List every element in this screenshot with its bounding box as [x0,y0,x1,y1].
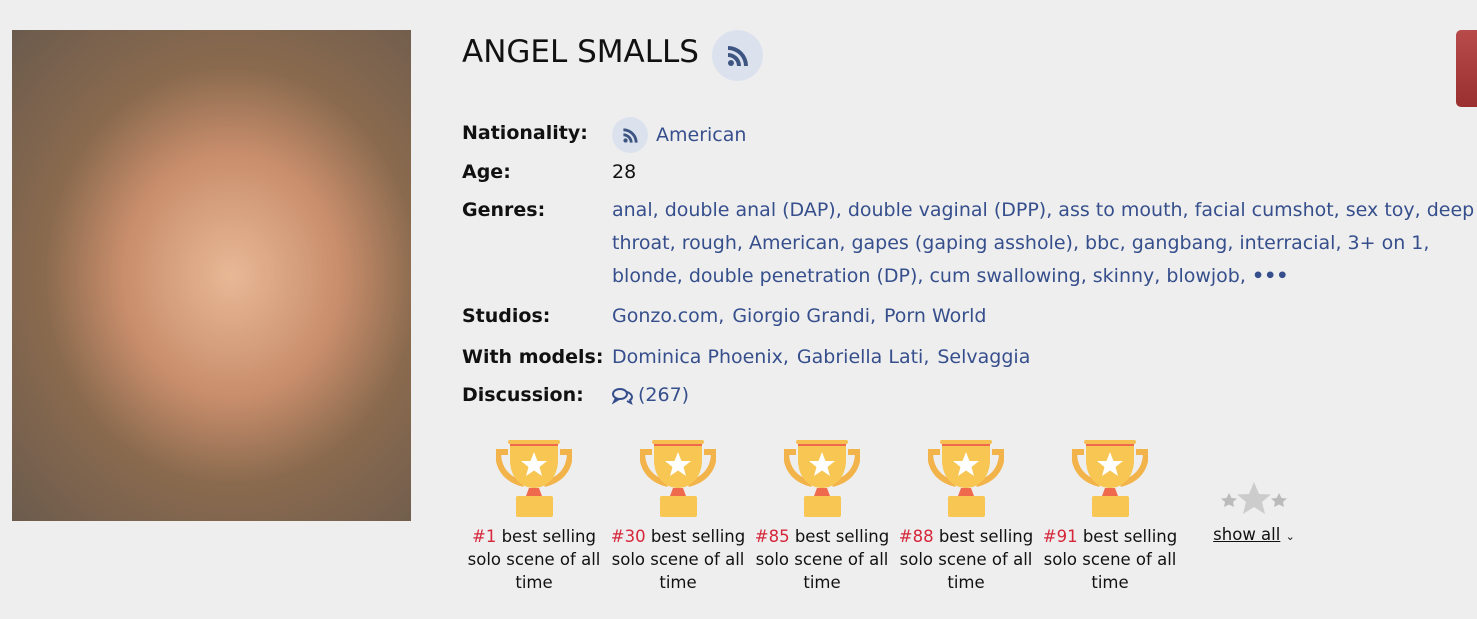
genre-link[interactable]: facial cumshot, [1194,199,1340,221]
genre-link[interactable]: blonde, [612,265,683,287]
award-item[interactable]: #88 best selling solo scene of all time [894,440,1038,594]
genre-link[interactable]: anal, [612,199,659,221]
award-text: best selling solo scene of all time [755,527,890,592]
award-rank: #30 [610,527,646,546]
genre-link[interactable]: skinny, [1092,265,1161,287]
studio-link[interactable]: Giorgio Grandi, [732,305,877,327]
nationality-row: Nationality: American [462,117,746,153]
genre-link[interactable]: interracial, [1239,232,1342,254]
award-text: best selling solo scene of all time [899,527,1034,592]
genre-link[interactable]: deep throat, [612,199,1475,254]
rss-icon [622,127,638,143]
award-item[interactable]: #1 best selling solo scene of all time [462,440,606,594]
studios-list: Gonzo.com, Giorgio Grandi, Porn World [612,300,994,333]
award-text: best selling solo scene of all time [1043,527,1178,592]
genre-link[interactable]: ass to mouth, [1058,199,1189,221]
trophy-icon [1072,440,1148,517]
genre-link[interactable]: bbc, [1085,232,1126,254]
chevron-down-icon: ⌄ [1285,530,1295,543]
genre-link[interactable]: blowjob, [1166,265,1246,287]
award-rank: #91 [1042,527,1078,546]
age-value: 28 [612,161,637,183]
award-item[interactable]: #91 best selling solo scene of all time [1038,440,1182,594]
discussion-row: Discussion: (267) [462,379,689,412]
show-all-awards[interactable]: show all ⌄ [1182,440,1326,594]
awards-list: #1 best selling solo scene of all time #3… [462,440,1326,594]
genre-link[interactable]: sex toy, [1345,199,1421,221]
discussion-count: (267) [638,384,690,406]
nationality-label: Nationality: [462,122,588,144]
models-row: With models: Dominica Phoenix, Gabriella … [462,341,1038,374]
award-item[interactable]: #30 best selling solo scene of all time [606,440,750,594]
stars-icon [1221,482,1287,514]
genre-link[interactable]: double penetration (DP), [688,265,924,287]
genres-list: anal, double anal (DAP), double vaginal … [612,194,1477,293]
genre-link[interactable]: double anal (DAP), [664,199,842,221]
trophy-icon [640,440,716,517]
trophy-icon [496,440,572,517]
age-label: Age: [462,161,511,183]
genre-link[interactable]: rough, [681,232,743,254]
discussion-label: Discussion: [462,384,584,406]
show-all-link[interactable]: show all [1213,525,1281,544]
discussion-link[interactable]: (267) [612,379,689,412]
award-text: best selling solo scene of all time [611,527,746,592]
nationality-rss-button[interactable] [612,117,648,153]
studio-link[interactable]: Gonzo.com, [612,305,725,327]
page-title: ANGEL SMALLS [462,34,699,70]
genres-label: Genres: [462,199,546,221]
age-row: Age: 28 [462,156,636,189]
genre-link[interactable]: American, [748,232,846,254]
side-action-button[interactable] [1456,30,1477,107]
award-rank: #1 [472,527,497,546]
trophy-icon [928,440,1004,517]
award-text: best selling solo scene of all time [467,527,601,592]
genre-link[interactable]: 3+ on 1, [1347,232,1430,254]
model-link[interactable]: Selvaggia [937,346,1031,368]
award-rank: #88 [898,527,934,546]
genres-row: Genres: anal, double anal (DAP), double … [462,194,1477,293]
nationality-link[interactable]: American [656,123,747,146]
subscribe-rss-button[interactable] [712,30,763,81]
model-link[interactable]: Gabriella Lati, [796,346,930,368]
studio-link[interactable]: Porn World [884,305,987,327]
genre-link[interactable]: cum swallowing, [929,265,1087,287]
model-link[interactable]: Dominica Phoenix, [612,346,789,368]
rss-icon [727,45,748,66]
genre-link[interactable]: double vaginal (DPP), [847,199,1053,221]
genre-link[interactable]: gapes (gaping asshole), [851,232,1079,254]
model-photo [12,30,411,521]
studios-row: Studios: Gonzo.com, Giorgio Grandi, Porn W… [462,300,994,333]
comments-icon [612,387,634,405]
trophy-icon [784,440,860,517]
studios-label: Studios: [462,305,551,327]
award-rank: #85 [754,527,790,546]
genre-link[interactable]: gangbang, [1131,232,1234,254]
more-genres-button[interactable]: ••• [1251,265,1289,287]
models-list: Dominica Phoenix, Gabriella Lati, Selvaggi… [612,341,1038,374]
models-label: With models: [462,346,604,368]
award-item[interactable]: #85 best selling solo scene of all time [750,440,894,594]
